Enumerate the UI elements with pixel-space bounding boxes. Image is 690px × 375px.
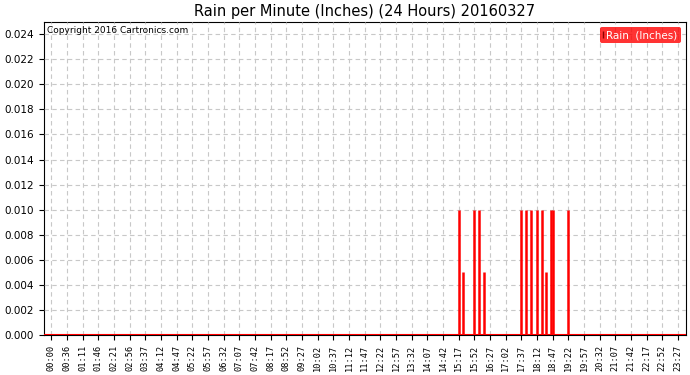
Text: Copyright 2016 Cartronics.com: Copyright 2016 Cartronics.com xyxy=(47,26,188,35)
Legend: Rain  (Inches): Rain (Inches) xyxy=(600,27,680,43)
Title: Rain per Minute (Inches) (24 Hours) 20160327: Rain per Minute (Inches) (24 Hours) 2016… xyxy=(194,4,535,19)
